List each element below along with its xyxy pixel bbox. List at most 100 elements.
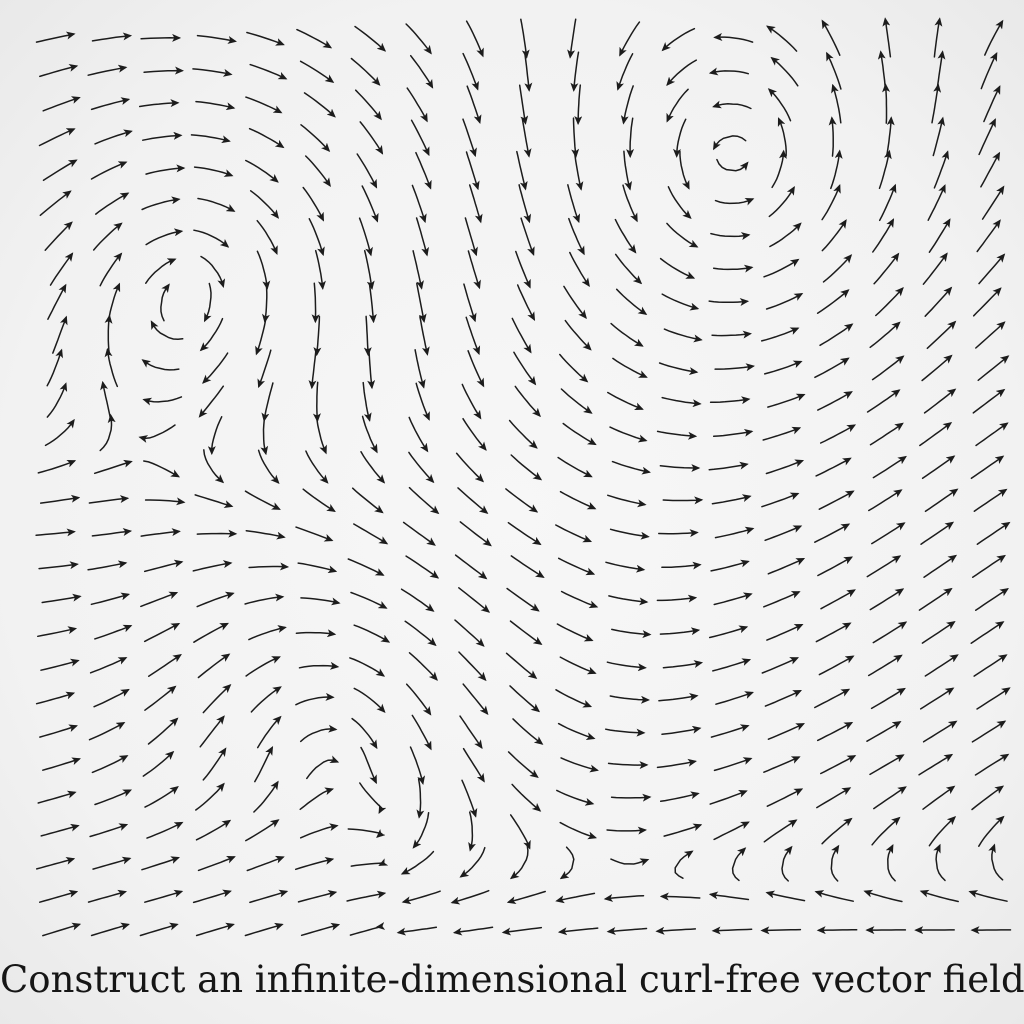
arrow-icon [295,526,334,542]
arrow-icon [513,351,537,386]
arrow-icon [302,488,336,513]
arrow-icon [245,96,283,114]
arrow-icon [356,153,378,189]
arrow-icon [406,87,428,123]
arrow-icon [770,56,799,87]
arrow-icon [141,856,180,871]
arrow-icon [256,219,278,255]
arrow-icon [922,252,948,285]
arrow-icon [606,927,648,936]
arrow-icon [145,258,177,284]
arrow-icon [147,717,179,745]
arrow-icon [363,249,375,290]
arrow-icon [363,315,372,357]
arrow-icon [980,151,1001,188]
arrow-icon [412,250,424,290]
arrow-icon [260,414,269,456]
arrow-icon [46,382,68,418]
arrow-icon [196,591,235,608]
arrow-icon [458,587,491,613]
arrow-icon [919,889,959,903]
arrow-icon [467,350,485,388]
arrow-icon [610,322,644,347]
arrow-icon [411,714,432,751]
arrow-icon [709,396,751,405]
arrow-icon [261,282,270,324]
arrow-icon [42,159,78,182]
arrow-icon [658,529,699,538]
arrow-icon [769,222,802,248]
arrow-icon [299,724,338,743]
arrow-icon [257,449,280,484]
arrow-icon [679,150,690,190]
arrow-icon [509,814,531,850]
arrow-icon [608,595,649,606]
arrow-icon [368,282,377,324]
arrow-icon [458,651,487,682]
arrow-icon [970,455,1005,480]
arrow-icon [505,652,538,680]
arrow-icon [315,415,327,455]
arrow-icon [968,890,1008,902]
arrow-icon [712,658,752,672]
arrow-icon [924,488,959,513]
arrow-icon [766,623,804,641]
arrow-icon [295,629,337,638]
arrow-icon [830,149,843,190]
arrow-icon [928,218,951,253]
arrow-icon [708,298,750,307]
arrow-icon [411,184,427,224]
arrow-icon [46,348,63,387]
arrow-icon [88,722,126,741]
arrow-icon [414,349,426,389]
arrow-icon [612,357,648,378]
arrow-icon [520,18,530,59]
arrow-icon [973,488,1008,512]
arrow-icon [244,593,285,605]
arrow-icon [781,845,793,882]
arrow-icon [196,34,237,44]
arrow-icon [877,50,887,91]
arrow-icon [512,718,544,745]
arrow-icon [144,785,179,808]
arrow-icon [143,66,184,75]
arrow-icon [710,724,750,738]
arrow-icon [408,486,440,515]
arrow-icon [659,791,700,803]
arrow-icon [921,455,956,480]
arrow-icon [401,890,441,905]
arrow-icon [353,523,389,545]
arrow-icon [610,858,650,866]
arrow-icon [350,591,388,609]
arrow-icon [139,922,179,937]
arrow-icon [918,753,954,776]
arrow-icon [150,320,184,341]
arrow-icon [562,422,597,446]
arrow-icon [416,282,427,323]
arrow-icon [87,889,128,903]
arrow-icon [405,555,440,579]
arrow-icon [95,192,130,215]
arrow-icon [816,289,850,314]
arrow-icon [816,721,854,742]
arrow-icon [923,388,957,414]
arrow-icon [765,459,805,475]
arrow-icon [919,687,955,710]
arrow-icon [666,59,698,87]
arrow-icon [93,459,133,475]
arrow-icon [299,60,335,83]
arrow-icon [465,151,480,191]
arrow-icon [814,890,854,902]
arrow-icon [87,560,128,571]
arrow-icon [563,285,587,320]
arrow-icon [142,131,183,141]
arrow-icon [505,488,539,513]
arrow-icon [94,129,133,145]
arrow-icon [511,783,542,812]
arrow-icon [88,495,130,504]
arrow-icon [409,746,426,785]
arrow-icon [713,32,754,43]
arrow-icon [104,314,113,356]
arrow-icon [244,922,284,937]
arrow-icon [712,264,754,273]
